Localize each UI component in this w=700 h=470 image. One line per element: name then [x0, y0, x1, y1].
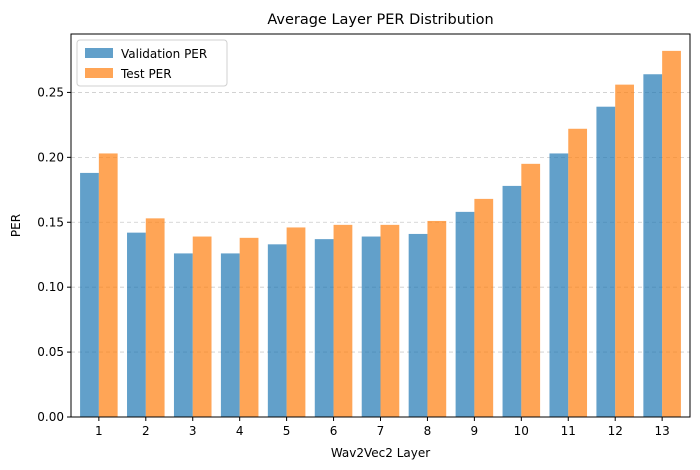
x-tick-label-3: 4: [236, 424, 244, 438]
bar-validation-2: [127, 232, 146, 417]
x-tick-label-12: 13: [655, 424, 670, 438]
x-tick-label-11: 12: [608, 424, 623, 438]
bar-test-5: [286, 227, 306, 417]
bar-validation-5: [267, 244, 287, 417]
legend-swatch-0: [85, 48, 113, 58]
x-tick-label-4: 5: [283, 424, 291, 438]
x-tick-label-9: 10: [514, 424, 529, 438]
bar-validation-12: [596, 106, 616, 418]
y-tick-label-0: 0.00: [37, 410, 64, 424]
bar-validation-9: [455, 211, 475, 417]
bar-test-9: [474, 198, 494, 417]
bar-validation-7: [361, 236, 381, 417]
x-tick-label-6: 7: [377, 424, 385, 438]
x-tick-label-5: 6: [330, 424, 338, 438]
bar-validation-10: [502, 185, 522, 417]
x-tick-label-7: 8: [424, 424, 432, 438]
bar-test-3: [192, 236, 212, 417]
legend-label-0: Validation PER: [121, 47, 207, 61]
bar-test-11: [568, 128, 588, 417]
x-axis-title: Wav2Vec2 Layer: [331, 446, 430, 460]
bar-test-10: [521, 163, 541, 417]
bar-test-2: [145, 218, 165, 417]
axis-ticks: 0.000.050.100.150.200.251 2 3 4 5 6 7 8 9 10 11 12 1…: [37, 85, 670, 438]
y-tick-label-1: 0.05: [37, 345, 64, 359]
x-tick-label-1: 2: [142, 424, 150, 438]
x-tick-label-0: 1: [95, 424, 103, 438]
x-tick-label-2: 3: [189, 424, 197, 438]
bar-test-1: [98, 153, 118, 417]
bar-test-12: [615, 84, 634, 417]
x-tick-label-10: 11: [561, 424, 576, 438]
bar-validation-8: [408, 233, 428, 417]
bar-test-7: [380, 224, 400, 417]
legend: Validation PER Test PER: [76, 39, 228, 87]
x-tick-label-8: 9: [471, 424, 479, 438]
legend-box: [76, 39, 228, 87]
y-tick-label-3: 0.15: [37, 215, 64, 229]
y-tick-label-2: 0.10: [37, 280, 64, 294]
bar-validation-11: [549, 153, 569, 417]
bar-test-6: [333, 224, 353, 417]
bar-validation-13: [643, 74, 663, 417]
bar-test-4: [239, 237, 259, 417]
bar-validation-6: [314, 239, 334, 417]
bar-test-13: [662, 50, 681, 418]
bar-validation-3: [173, 253, 193, 417]
bar-test-8: [427, 220, 447, 417]
y-axis-title: PER: [9, 214, 23, 237]
legend-label-1: Test PER: [120, 67, 172, 81]
y-tick-label-5: 0.25: [37, 85, 64, 99]
bar-validation-1: [80, 172, 99, 417]
bar-validation-4: [220, 253, 240, 417]
legend-swatch-1: [85, 68, 113, 78]
y-tick-label-4: 0.20: [37, 150, 64, 164]
chart-title: Average Layer PER Distribution: [267, 12, 493, 28]
bars: [80, 50, 681, 418]
